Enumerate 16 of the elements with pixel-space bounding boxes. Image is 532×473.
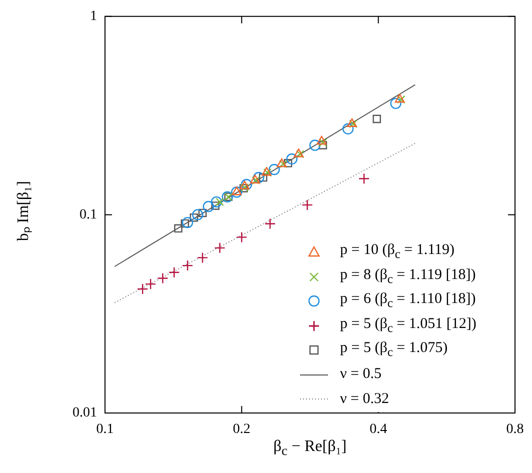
legend-label: p = 8 (β$_{c}$ = 1.119 [18]) — [340, 266, 476, 287]
y-tick-label: 0.01 — [72, 406, 97, 421]
legend-label: p = 10 (β$_{c}$ = 1.119) — [340, 242, 455, 262]
legend-label: p = 6 (β$_{c}$ = 1.110 [18]) — [340, 291, 476, 312]
legend-label: ν = 0.5 — [340, 366, 382, 384]
legend-label: p = 5 (β$_{c}$ = 1.051 [12]) — [340, 316, 476, 336]
x-tick-label: 0.4 — [370, 422, 388, 438]
x-tick-label: 0.1 — [96, 422, 114, 438]
y-tick-label: 1 — [90, 9, 97, 24]
legend-label: ν = 0.32 — [340, 390, 389, 408]
x-tick-label: 0.8 — [506, 422, 524, 438]
y-tick-label: 0.1 — [80, 207, 97, 222]
x-tick-label: 0.2 — [232, 422, 250, 438]
y-axis-title: bₚ Im[β₁] — [14, 180, 33, 244]
legend-label: p = 5 (β$_{c}$ = 1.075) — [340, 340, 448, 360]
x-axis-title: β$_{c}$ − Re[β₁] — [272, 438, 348, 460]
